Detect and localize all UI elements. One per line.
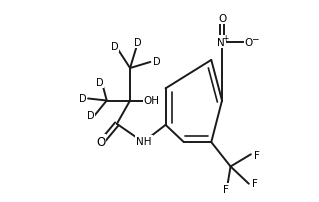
Text: D: D [153, 57, 160, 67]
Text: OH: OH [144, 96, 160, 106]
Text: +: + [222, 34, 228, 43]
Text: F: F [252, 178, 258, 188]
Text: D: D [134, 37, 142, 47]
Text: F: F [223, 184, 228, 194]
Text: NH: NH [136, 136, 152, 146]
Text: −: − [251, 34, 258, 43]
Text: N: N [217, 37, 225, 47]
Text: O: O [96, 135, 105, 148]
Text: D: D [111, 41, 118, 52]
Text: O: O [245, 37, 253, 47]
Text: O: O [218, 14, 226, 24]
Text: D: D [78, 94, 86, 104]
Text: D: D [96, 78, 103, 88]
Text: D: D [87, 110, 94, 120]
Text: F: F [254, 150, 260, 161]
